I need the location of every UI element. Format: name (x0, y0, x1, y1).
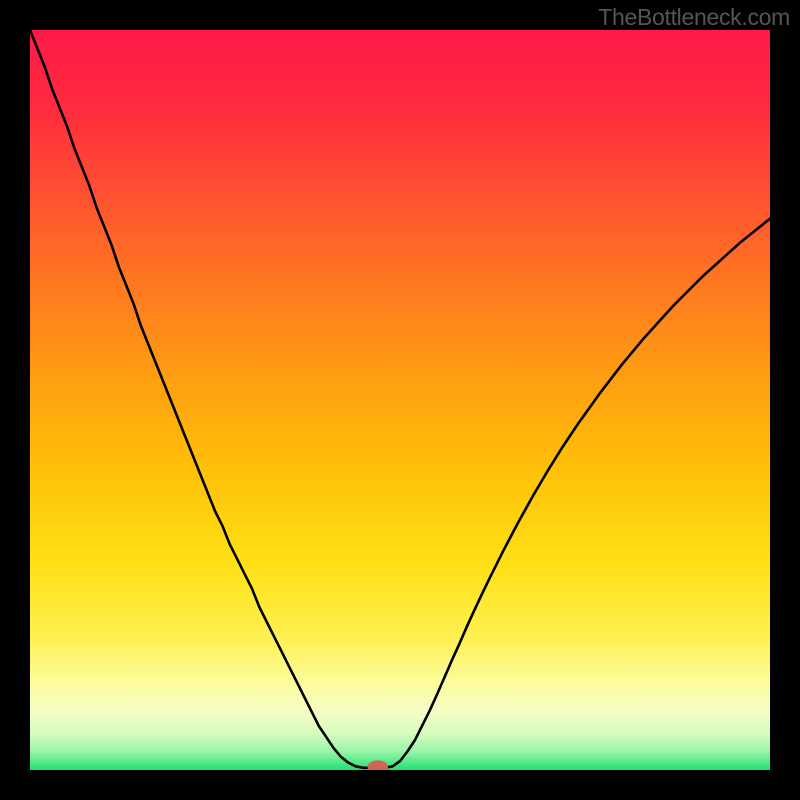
plot-area (30, 30, 770, 770)
chart-root: TheBottleneck.com (0, 0, 800, 800)
plot-background (30, 30, 770, 770)
plot-svg (30, 30, 770, 770)
watermark-text: TheBottleneck.com (598, 4, 790, 31)
